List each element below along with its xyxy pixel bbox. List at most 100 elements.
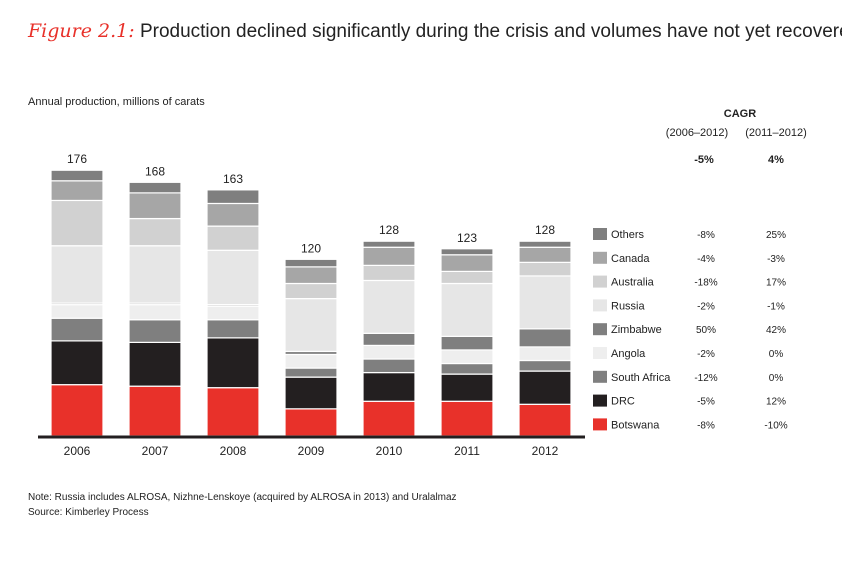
bar-segment-others-2012 — [518, 240, 572, 248]
bar-segment-russia-2009 — [284, 297, 338, 353]
x-tick-label-2011: 2011 — [454, 444, 480, 458]
bar-segment-australia-2012 — [518, 261, 572, 277]
bar-segment-angola-2007 — [128, 304, 182, 321]
bar-segment-canada-2007 — [128, 192, 182, 220]
cagr-2006-2012-russia: -2% — [697, 301, 715, 312]
bar-segment-australia-2011 — [440, 270, 494, 285]
legend-label-canada: Canada — [611, 253, 650, 265]
bar-segment-canada-2009 — [284, 266, 338, 285]
cagr-2011-2012-russia: -1% — [767, 301, 785, 312]
bar-segment-australia-2009 — [284, 282, 338, 300]
bar-segment-drc-2012 — [518, 370, 572, 405]
legend-swatch-angola — [593, 347, 607, 359]
bar-segment-angola-2011 — [440, 349, 494, 365]
bar-segment-angola-2009 — [284, 353, 338, 369]
cagr-total-1: -5% — [694, 154, 714, 166]
legend-swatch-canada — [593, 251, 607, 264]
bar-segment-drc-2006 — [50, 340, 104, 386]
legend-swatch-australia — [593, 275, 607, 288]
total-label-2011: 123 — [457, 231, 477, 245]
title-text: Production declined significantly during… — [139, 21, 842, 42]
cagr-2011-2012-drc: 12% — [766, 397, 786, 408]
bar-segment-canada-2006 — [50, 180, 104, 202]
bar-segment-south-africa-2010 — [362, 358, 416, 374]
bar-segment-canada-2008 — [206, 202, 260, 227]
bar-segment-others-2011 — [440, 248, 494, 256]
legend-label-zimbabwe: Zimbabwe — [611, 324, 662, 336]
legend-swatch-others — [593, 228, 607, 240]
footnote: Note: Russia includes ALROSA, Nizhne-Len… — [28, 492, 457, 503]
bar-segment-south-africa-2011 — [440, 362, 494, 375]
bar-segment-botswana-2012 — [518, 403, 572, 437]
cagr-2006-2012-drc: -5% — [697, 397, 715, 408]
cagr-2006-2012-south-africa: -12% — [694, 373, 717, 384]
bar-segment-russia-2011 — [440, 282, 494, 337]
total-label-2006: 176 — [67, 152, 87, 166]
cagr-2011-2012-australia: 17% — [766, 278, 786, 289]
legend-swatch-south-africa — [593, 370, 607, 383]
bar-segment-others-2006 — [50, 169, 104, 182]
x-tick-label-2008: 2008 — [220, 444, 247, 458]
x-tick-label-2007: 2007 — [142, 444, 169, 458]
bar-segment-angola-2012 — [518, 346, 572, 362]
bar-segment-drc-2008 — [206, 337, 260, 389]
cagr-2006-2012-others: -8% — [697, 230, 715, 241]
bar-segment-others-2008 — [206, 189, 260, 205]
bar-segment-canada-2010 — [362, 246, 416, 266]
x-tick-label-2012: 2012 — [532, 444, 559, 458]
bar-segment-australia-2007 — [128, 217, 182, 247]
total-label-2007: 168 — [145, 164, 165, 178]
bar-segment-drc-2010 — [362, 371, 416, 402]
total-label-2010: 128 — [379, 223, 399, 237]
cagr-2011-2012-angola: 0% — [769, 349, 784, 360]
bar-segment-south-africa-2008 — [206, 319, 260, 339]
chart-subtitle: Annual production, millions of carats — [28, 96, 205, 108]
legend-swatch-drc — [593, 394, 607, 407]
bar-segment-zimbabwe-2012 — [518, 328, 572, 348]
cagr-2011-2012-south-africa: 0% — [769, 373, 784, 384]
cagr-total-2: 4% — [768, 154, 784, 166]
legend-label-others: Others — [611, 229, 645, 241]
bar-segment-russia-2007 — [128, 245, 182, 304]
bar-segment-australia-2006 — [50, 199, 104, 247]
source-note: Source: Kimberley Process — [28, 507, 149, 518]
bar-segment-others-2009 — [284, 258, 338, 268]
cagr-2011-2012-zimbabwe: 42% — [766, 325, 786, 336]
total-label-2008: 163 — [223, 172, 243, 186]
bar-segment-south-africa-2006 — [50, 317, 104, 342]
total-label-2012: 128 — [535, 223, 555, 237]
bar-segment-botswana-2011 — [440, 400, 494, 437]
bar-segment-botswana-2008 — [206, 387, 260, 437]
bar-segment-angola-2006 — [50, 304, 104, 319]
bar-segment-south-africa-2012 — [518, 359, 572, 372]
bar-segment-angola-2008 — [206, 305, 260, 321]
cagr-2011-2012-botswana: -10% — [764, 420, 787, 431]
bar-segment-others-2010 — [362, 240, 416, 248]
cagr-2011-2012-canada: -3% — [767, 254, 785, 265]
figure-label: Figure 2.1: — [28, 20, 135, 42]
cagr-2011-2012-others: 25% — [766, 230, 786, 241]
legend-label-south-africa: South Africa — [611, 372, 671, 384]
legend-label-australia: Australia — [611, 277, 655, 289]
legend-swatch-zimbabwe — [593, 323, 607, 336]
bar-segment-botswana-2006 — [50, 384, 104, 437]
bar-segment-russia-2010 — [362, 279, 416, 334]
cagr-2006-2012-canada: -4% — [697, 254, 715, 265]
legend-label-drc: DRC — [611, 396, 635, 408]
cagr-2006-2012-angola: -2% — [697, 349, 715, 360]
bar-segment-zimbabwe-2011 — [440, 335, 494, 351]
bar-segment-russia-2012 — [518, 275, 572, 330]
x-tick-label-2006: 2006 — [64, 444, 91, 458]
cagr-period-2: (2011–2012) — [745, 127, 807, 139]
legend-swatch-russia — [593, 299, 607, 312]
x-tick-label-2009: 2009 — [298, 444, 325, 458]
legend-label-russia: Russia — [611, 300, 646, 312]
legend-label-botswana: Botswana — [611, 419, 660, 431]
total-label-2009: 120 — [301, 241, 321, 255]
bar-segment-angola-2010 — [362, 344, 416, 360]
bar-segment-australia-2008 — [206, 225, 260, 251]
bar-segment-botswana-2010 — [362, 400, 416, 437]
bar-segment-australia-2010 — [362, 264, 416, 282]
legend-swatch-botswana — [593, 418, 607, 431]
